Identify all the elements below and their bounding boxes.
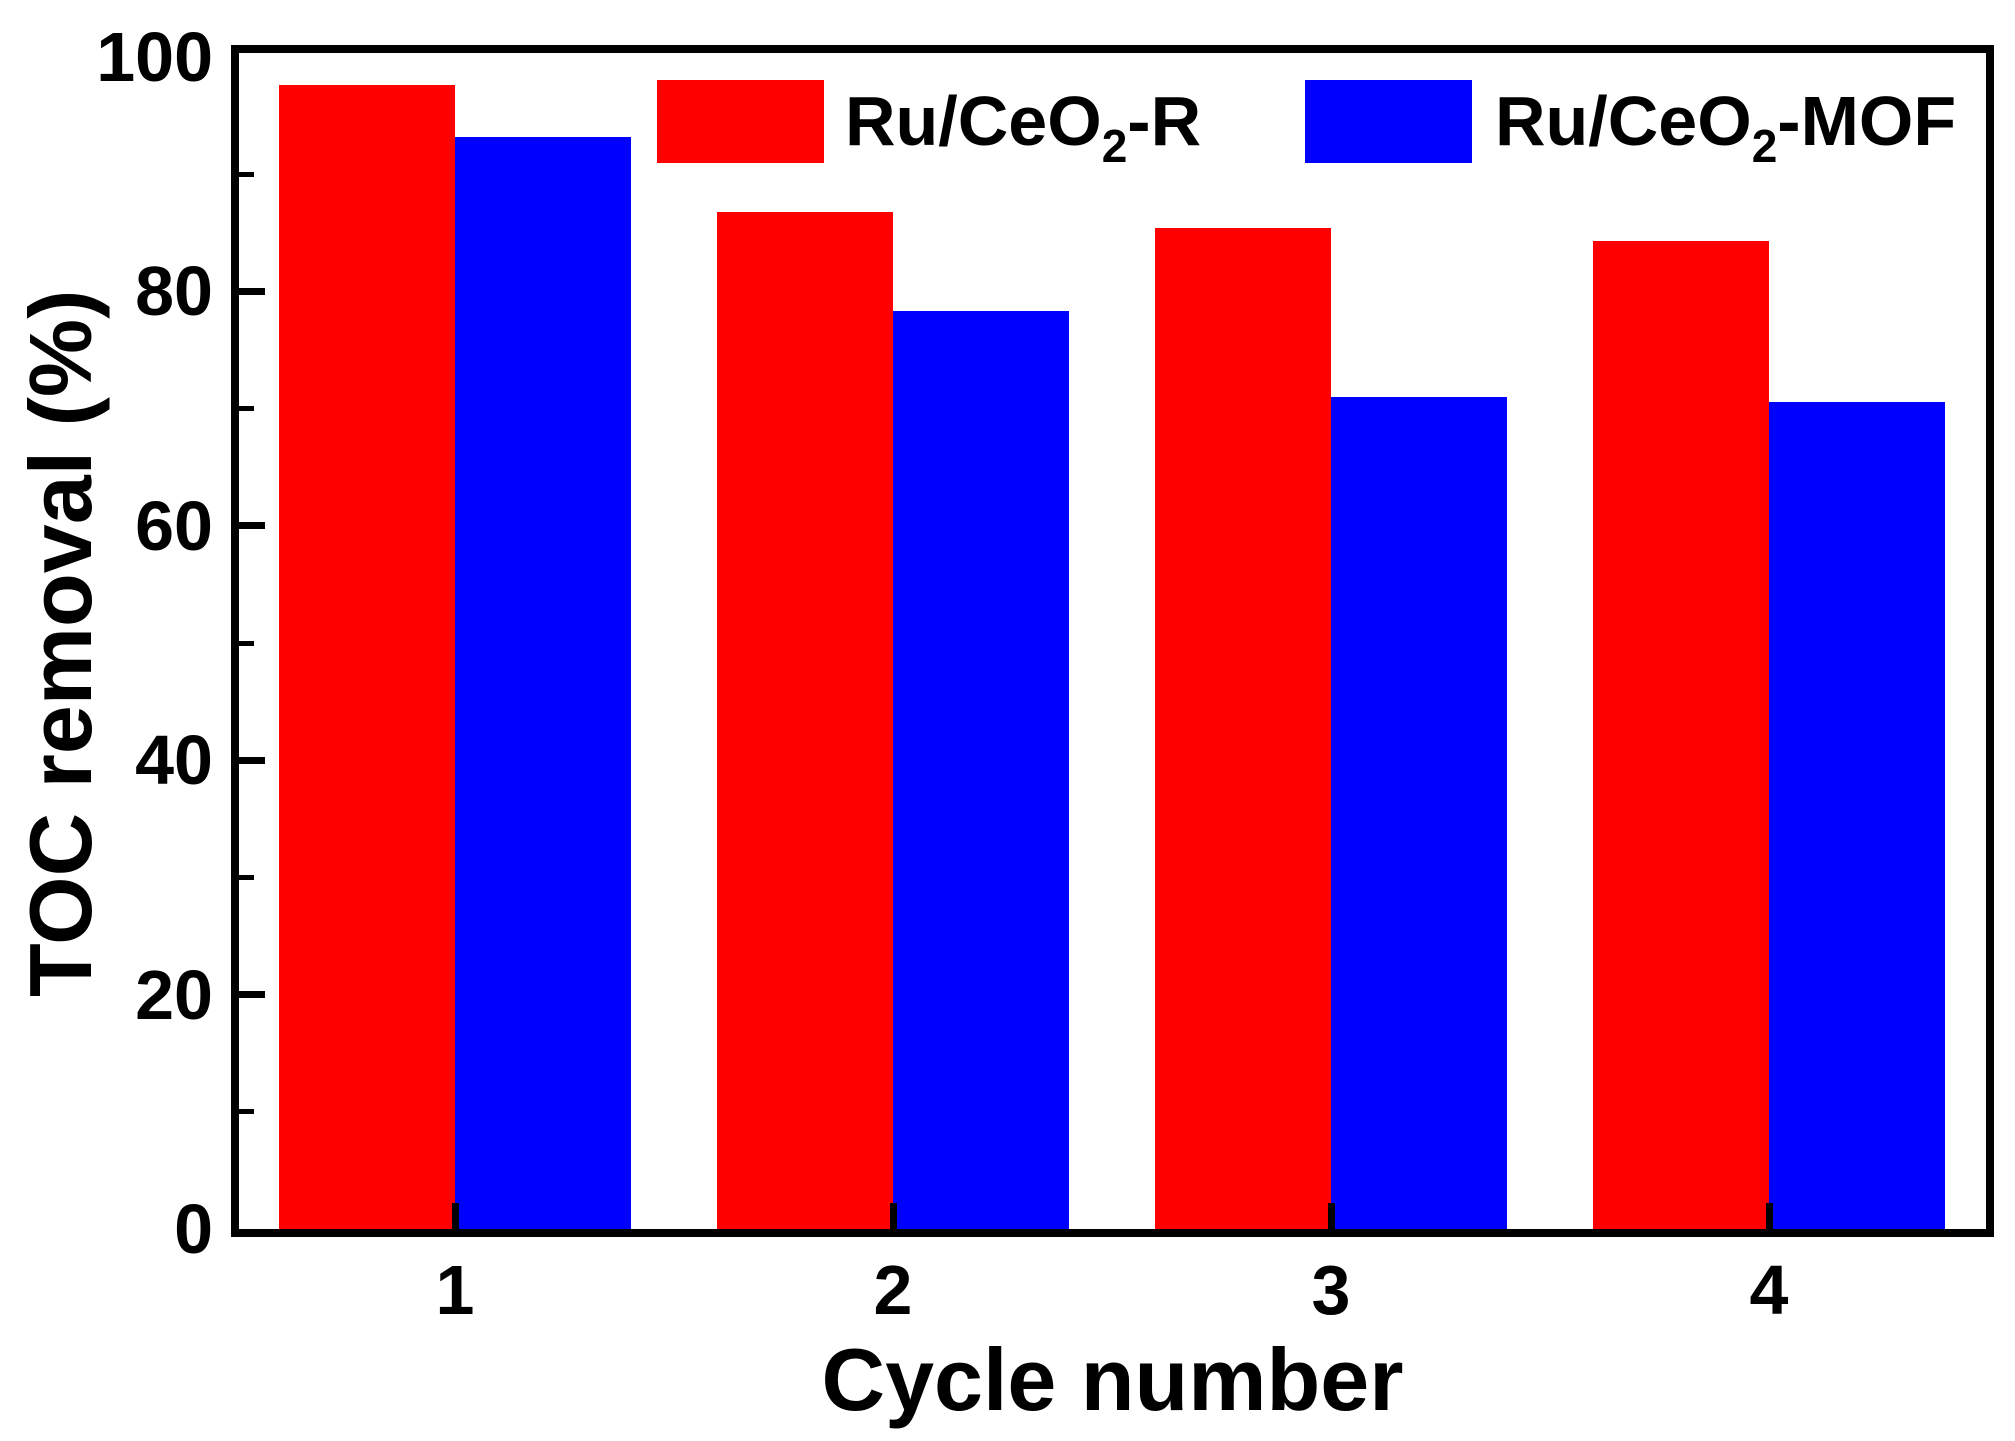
y-tick-label-80: 80 — [135, 252, 213, 330]
y-tick-label-100: 100 — [96, 18, 213, 96]
y-minor-tick-70 — [239, 406, 254, 411]
legend-text: Ru/CeO — [1495, 82, 1752, 160]
x-tick-label-3: 3 — [1311, 1251, 1351, 1329]
bar-ru-ceo2-mof-cycle-4 — [1769, 402, 1945, 1229]
legend-label-ru-ceo2-r: Ru/CeO2-R — [845, 80, 1202, 172]
y-tick-label-40: 40 — [135, 721, 213, 799]
legend-text: Ru/CeO — [845, 82, 1102, 160]
x-tick-3 — [1328, 1203, 1335, 1229]
y-tick-label-20: 20 — [135, 956, 213, 1034]
x-tick-label-4: 4 — [1749, 1251, 1789, 1329]
y-minor-tick-90 — [239, 172, 254, 177]
y-major-tick-60 — [239, 522, 265, 529]
legend-text: -MOF — [1777, 82, 1957, 160]
legend-swatch-ru-ceo2-mof — [1305, 80, 1472, 163]
bar-ru-ceo2-mof-cycle-2 — [893, 311, 1069, 1229]
legend-text: -R — [1127, 82, 1202, 160]
bar-ru-ceo2-r-cycle-4 — [1593, 241, 1769, 1229]
y-major-tick-40 — [239, 757, 265, 764]
y-major-tick-80 — [239, 288, 265, 295]
y-minor-tick-30 — [239, 875, 254, 880]
y-tick-label-0: 0 — [174, 1190, 213, 1268]
y-minor-tick-10 — [239, 1109, 254, 1114]
x-axis-title: Cycle number — [821, 1330, 1404, 1429]
y-major-tick-20 — [239, 991, 265, 998]
x-tick-label-1: 1 — [435, 1251, 475, 1329]
y-axis-title: TOC removal (%) — [11, 289, 110, 997]
x-tick-2 — [890, 1203, 897, 1229]
plot-frame — [231, 45, 1994, 1237]
bar-ru-ceo2-mof-cycle-1 — [455, 137, 631, 1229]
bar-ru-ceo2-r-cycle-3 — [1155, 228, 1331, 1229]
y-minor-tick-50 — [239, 641, 254, 646]
y-tick-label-60: 60 — [135, 487, 213, 565]
plot-area — [239, 57, 1986, 1229]
legend-text-subscript: 2 — [1101, 120, 1128, 172]
x-tick-4 — [1766, 1203, 1773, 1229]
bar-ru-ceo2-mof-cycle-3 — [1331, 397, 1507, 1229]
bar-ru-ceo2-r-cycle-1 — [279, 85, 455, 1229]
x-tick-1 — [452, 1203, 459, 1229]
legend-text-subscript: 2 — [1751, 120, 1778, 172]
bar-ru-ceo2-r-cycle-2 — [717, 212, 893, 1229]
x-tick-label-2: 2 — [873, 1251, 913, 1329]
legend-swatch-ru-ceo2-r — [657, 80, 824, 163]
legend-label-ru-ceo2-mof: Ru/CeO2-MOF — [1495, 80, 1957, 172]
